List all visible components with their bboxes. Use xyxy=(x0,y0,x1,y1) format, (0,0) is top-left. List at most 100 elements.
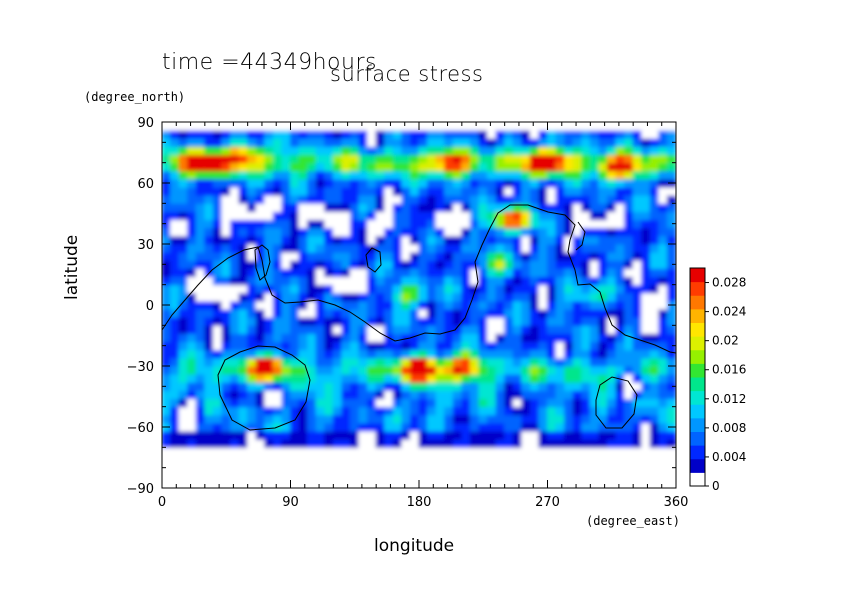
field-cell xyxy=(632,210,643,221)
field-cell xyxy=(255,154,266,164)
field-cell xyxy=(187,210,197,221)
field-cell xyxy=(461,227,471,237)
field-cell xyxy=(230,178,240,188)
field-cell xyxy=(547,332,557,343)
field-cell xyxy=(452,479,463,488)
field-cell xyxy=(358,349,369,359)
field-cell xyxy=(290,454,300,465)
field-cell xyxy=(375,284,386,294)
field-cell xyxy=(555,194,566,204)
field-cell xyxy=(547,162,557,172)
field-cell xyxy=(606,210,617,221)
field-cell xyxy=(290,373,300,383)
field-cell xyxy=(649,308,660,318)
field-cell xyxy=(290,178,300,188)
field-cell xyxy=(247,267,257,278)
field-cell xyxy=(512,129,523,139)
field-cell xyxy=(392,463,403,473)
field-cell xyxy=(427,292,437,302)
field-cell xyxy=(487,471,497,481)
field-cell xyxy=(178,129,189,139)
field-cell xyxy=(255,406,266,416)
field-cell xyxy=(349,430,360,440)
field-cell xyxy=(281,357,291,367)
field-cell xyxy=(281,170,291,180)
field-cell xyxy=(272,332,283,343)
field-cell xyxy=(315,438,326,448)
field-cell xyxy=(581,186,591,196)
field-cell xyxy=(392,373,403,383)
field-cell xyxy=(564,365,574,375)
field-cell xyxy=(187,471,197,481)
field-cell xyxy=(298,373,309,383)
field-cell xyxy=(332,373,343,383)
field-cell xyxy=(332,276,343,286)
field-cell xyxy=(452,349,463,359)
field-cell xyxy=(487,406,497,416)
field-cell xyxy=(589,227,600,237)
field-cell xyxy=(452,357,463,367)
field-cell xyxy=(281,194,291,204)
field-cell xyxy=(238,259,249,269)
field-cell xyxy=(238,454,249,465)
field-cell xyxy=(641,243,651,253)
field-cell xyxy=(358,292,369,302)
field-cell xyxy=(187,259,197,269)
field-cell xyxy=(572,454,583,465)
field-cell xyxy=(204,398,214,408)
field-cell xyxy=(358,300,369,310)
field-cell xyxy=(187,178,197,188)
field-cell xyxy=(521,162,531,172)
field-cell xyxy=(409,276,420,286)
field-cell xyxy=(452,308,463,318)
field-cell xyxy=(290,137,300,147)
field-cell xyxy=(598,324,608,334)
field-cell xyxy=(290,308,300,318)
field-cell xyxy=(589,276,600,286)
field-cell xyxy=(521,316,531,326)
field-cell xyxy=(444,194,454,204)
field-cell xyxy=(564,210,574,221)
field-cell xyxy=(298,292,309,302)
field-cell xyxy=(281,446,291,456)
field-cell xyxy=(349,414,360,424)
field-cell xyxy=(487,414,497,424)
field-cell xyxy=(384,235,394,245)
field-cell xyxy=(589,414,600,424)
field-cell xyxy=(341,365,351,375)
field-cell xyxy=(504,202,514,212)
field-cell xyxy=(572,178,583,188)
field-cell xyxy=(298,341,309,351)
field-cell xyxy=(478,194,489,204)
field-cell xyxy=(461,129,471,139)
field-cell xyxy=(178,357,189,367)
field-cell xyxy=(315,259,326,269)
field-cell xyxy=(624,479,634,488)
field-cell xyxy=(435,316,446,326)
field-cell xyxy=(307,227,317,237)
field-cell xyxy=(521,471,531,481)
field-cell xyxy=(469,332,480,343)
field-cell xyxy=(495,145,506,156)
field-cell xyxy=(281,292,291,302)
field-cell xyxy=(255,137,266,147)
field-cell xyxy=(162,398,172,408)
field-cell xyxy=(212,145,223,156)
field-cell xyxy=(170,162,180,172)
field-cell xyxy=(384,210,394,221)
field-cell xyxy=(512,284,523,294)
field-cell xyxy=(487,202,497,212)
field-cell xyxy=(469,219,480,229)
field-cell xyxy=(461,430,471,440)
field-cell xyxy=(272,219,283,229)
field-cell xyxy=(461,349,471,359)
field-cell xyxy=(349,398,360,408)
field-cell xyxy=(341,129,351,139)
field-cell xyxy=(307,170,317,180)
field-cell xyxy=(170,267,180,278)
field-cell xyxy=(529,438,540,448)
field-cell xyxy=(349,186,360,196)
field-cell xyxy=(247,471,257,481)
field-cell xyxy=(606,479,617,488)
